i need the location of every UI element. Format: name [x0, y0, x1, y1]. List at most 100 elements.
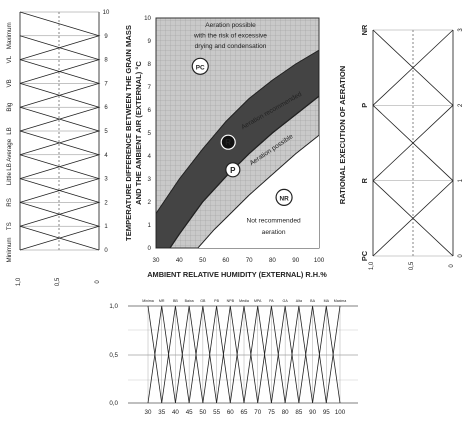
main-badge-label: NR: [279, 195, 289, 202]
left-membership-line: [19, 154, 101, 203]
right-x-tick: 0,5: [409, 261, 415, 270]
bottom-x-tick: 75: [268, 409, 275, 416]
bottom-top-label-group: Minima MR BB Baixa GB PB NPB Media MPA PA GA Alta BA…: [142, 299, 346, 303]
bottom-membership-line: [284, 305, 313, 404]
main-y-tick-group: 0 1 2 3 4 5 6 7 8 9 10: [144, 15, 151, 252]
main-badge-label: PC: [196, 64, 205, 71]
main-badge-label: R: [225, 138, 231, 147]
left-label: LB Average: [6, 138, 13, 170]
bottom-top-label: MR: [159, 299, 165, 303]
left-x-tick: 0: [95, 280, 101, 284]
bottom-x-tick: 65: [241, 409, 248, 416]
right-x-tick: 1,0: [369, 261, 375, 270]
bottom-membership-line: [216, 305, 245, 404]
left-y-tick: 1: [104, 224, 108, 230]
bottom-x-tick: 80: [282, 409, 289, 416]
left-grid: [19, 11, 100, 251]
main-x-tick: 80: [269, 257, 276, 264]
bottom-x-tick: 100: [335, 409, 346, 416]
right-membership-panel: RATIONAL EXECUTION OF AERATION NR P R PC 3 2…: [338, 24, 464, 270]
right-membership-line: [372, 105, 454, 257]
left-y-tick: 3: [104, 177, 108, 183]
bottom-grid: [128, 305, 358, 404]
main-y-tick: 0: [148, 245, 152, 252]
right-y-tick: 1: [458, 178, 464, 182]
left-membership-panel: Minimum TS RS Little LB Average LB Big VB VL Maxi…: [6, 10, 110, 286]
left-membership-lines: [19, 11, 101, 251]
bottom-membership-line: [175, 305, 204, 404]
bottom-x-tick: 70: [254, 409, 261, 416]
left-label: Minimum: [6, 237, 13, 262]
bottom-x-tick: 50: [199, 409, 206, 416]
left-y-tick: 6: [104, 105, 108, 111]
bottom-top-label: MPA: [254, 299, 262, 303]
main-y-tick: 4: [148, 153, 152, 160]
bottom-x-tick: 35: [158, 409, 165, 416]
bottom-y-tick: 0,5: [109, 352, 118, 359]
main-y-tick: 1: [148, 222, 152, 229]
main-annotation: aeration: [262, 229, 286, 236]
left-label: Big: [6, 102, 13, 112]
right-y-tick: 0: [458, 254, 464, 258]
bottom-x-tick: 95: [323, 409, 330, 416]
main-y-axis-label-line2: AND THE AMBIENT AIR (EXTERNAL) °C: [134, 61, 143, 205]
bottom-membership-line: [312, 305, 341, 404]
left-label: LB: [6, 127, 13, 135]
main-y-tick: 9: [148, 38, 152, 45]
bottom-top-label: Alta: [296, 299, 302, 303]
right-label: PC: [360, 250, 369, 261]
bottom-top-label: Media: [239, 299, 249, 303]
right-membership-line: [372, 180, 454, 257]
left-label: VB: [6, 79, 13, 87]
bottom-top-label: MA: [324, 299, 330, 303]
bottom-membership-line: [229, 305, 259, 404]
main-y-tick: 2: [148, 199, 152, 206]
main-x-tick: 50: [199, 257, 206, 264]
bottom-top-label: BB: [173, 299, 178, 303]
right-y-tick: 2: [458, 103, 464, 107]
main-x-tick-group: 30 40 50 60 70 80 90 100: [153, 257, 325, 264]
left-y-tick-group: 0 1 2 3 4 5 6 7 8 9 10: [103, 10, 110, 254]
right-x-tick: 0: [449, 264, 455, 268]
bottom-membership-line: [188, 305, 217, 404]
main-x-tick: 70: [246, 257, 253, 264]
left-membership-line: [19, 178, 101, 227]
bottom-membership-lines: [147, 305, 341, 404]
main-x-tick: 60: [222, 257, 229, 264]
left-label: VL: [6, 55, 13, 63]
bottom-membership-line: [161, 305, 190, 404]
main-x-tick: 40: [176, 257, 183, 264]
bottom-membership-line: [202, 305, 231, 404]
bottom-x-tick-group: 30 35 40 45 50 55 60 65 70 75 80 85 90 95 100: [145, 409, 346, 416]
left-membership-line: [19, 11, 101, 60]
bottom-membership-line: [147, 305, 176, 404]
bottom-top-label: Baixa: [185, 299, 194, 303]
left-label-group: Minimum TS RS Little LB Average LB Big VB VL Maxi…: [6, 22, 13, 262]
main-chart-panel: 30 40 50 60 70 80 90 100 0 1 2 3 4 5 6 7 8 9 10 Aeration …: [124, 15, 327, 279]
left-membership-line: [19, 130, 101, 179]
not-recommended-region: [197, 135, 319, 248]
bottom-membership-line: [257, 305, 286, 404]
right-y-tick-group: 3 2 1 0: [458, 28, 464, 258]
bottom-x-tick: 45: [186, 409, 193, 416]
left-membership-line: [19, 35, 101, 84]
main-y-tick: 6: [148, 107, 152, 114]
left-y-tick: 2: [104, 200, 108, 206]
left-y-tick: 10: [103, 10, 110, 16]
left-label: TS: [6, 222, 13, 230]
main-annotation: Not recommended: [246, 218, 301, 225]
bottom-y-tick-group: 1,0 0,5 0,0: [109, 303, 118, 407]
left-label: Little: [6, 172, 13, 186]
left-membership-line: [19, 59, 101, 108]
right-membership-lines: [372, 29, 454, 257]
right-label-group: NR P R PC: [360, 24, 369, 261]
left-x-tick: 0,5: [55, 277, 61, 286]
bottom-x-tick: 55: [213, 409, 220, 416]
main-y-tick: 10: [144, 15, 151, 22]
main-x-axis-label: AMBIENT RELATIVE HUMIDITY (EXTERNAL) R.H…: [147, 270, 327, 279]
bottom-top-label: GB: [200, 299, 206, 303]
right-y-tick: 3: [458, 28, 464, 32]
main-y-tick: 5: [148, 130, 152, 137]
main-y-axis-label-line1: TEMPERATURE DIFFERENCE BETWEEN THE GRAIN…: [124, 25, 133, 241]
